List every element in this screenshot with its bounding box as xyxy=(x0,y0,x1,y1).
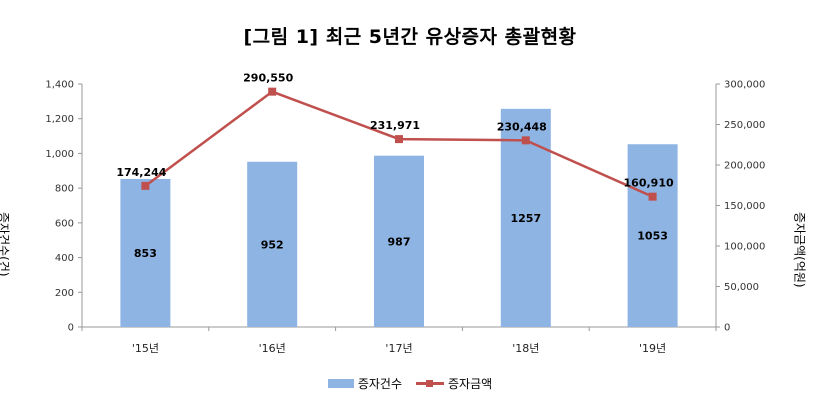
legend-label-bar: 증자건수 xyxy=(357,377,402,391)
legend-item-line: 증자금액 xyxy=(416,375,492,392)
legend: 증자건수 증자금액 xyxy=(0,375,820,392)
line-point xyxy=(268,87,277,96)
bar xyxy=(500,108,551,328)
x-tick-label: '15년 xyxy=(132,342,159,355)
y-tick-label-right: 100,000 xyxy=(724,242,765,253)
x-tick-label: '19년 xyxy=(639,342,666,355)
y-tick-label-left: 1,200 xyxy=(45,114,74,125)
y-tick-label-left: 800 xyxy=(55,184,74,195)
line-point xyxy=(648,192,657,201)
line-point xyxy=(141,181,150,190)
line-data-label: 290,550 xyxy=(243,72,293,85)
y-tick-label-left: 0 xyxy=(68,323,74,334)
bar-data-label: 1053 xyxy=(637,230,668,243)
line-data-label: 160,910 xyxy=(624,177,674,190)
line-data-label: 231,971 xyxy=(370,119,420,132)
y-tick-label-right: 0 xyxy=(724,323,730,334)
x-tick-label: '17년 xyxy=(385,342,412,355)
bar-data-label: 1257 xyxy=(510,212,541,225)
line-data-label: 230,448 xyxy=(497,120,547,133)
y-tick-label-right: 50,000 xyxy=(724,282,759,293)
bar-data-label: 952 xyxy=(261,238,284,251)
y-tick-label-right: 200,000 xyxy=(724,161,765,172)
chart-title: [그림 1] 최근 5년간 유상증자 총괄현황 xyxy=(243,26,577,48)
bar xyxy=(627,144,678,327)
y-tick-label-right: 250,000 xyxy=(724,120,765,131)
x-tick-label: '18년 xyxy=(512,342,539,355)
y-tick-label-right: 150,000 xyxy=(724,201,765,212)
legend-bar-swatch xyxy=(327,379,354,388)
legend-item-bar: 증자건수 xyxy=(327,375,402,392)
line-point xyxy=(395,135,403,144)
y-tick-label-left: 200 xyxy=(55,288,74,299)
line-data-label: 174,244 xyxy=(116,166,166,179)
line-point xyxy=(521,136,530,145)
bar xyxy=(120,178,171,327)
y-tick-label-left: 600 xyxy=(55,218,74,229)
x-tick-label: '16년 xyxy=(259,342,286,355)
bar-data-label: 987 xyxy=(388,235,411,248)
bar-data-label: 853 xyxy=(134,247,157,260)
y-tick-label-left: 400 xyxy=(55,253,74,264)
y-tick-label-left: 1,400 xyxy=(45,80,74,91)
bar xyxy=(247,161,298,327)
legend-line-swatch xyxy=(416,379,444,388)
bar xyxy=(374,155,424,327)
legend-label-line: 증자금액 xyxy=(448,377,493,391)
y-tick-label-right: 300,000 xyxy=(724,80,765,91)
y-tick-label-left: 1,000 xyxy=(45,149,74,160)
